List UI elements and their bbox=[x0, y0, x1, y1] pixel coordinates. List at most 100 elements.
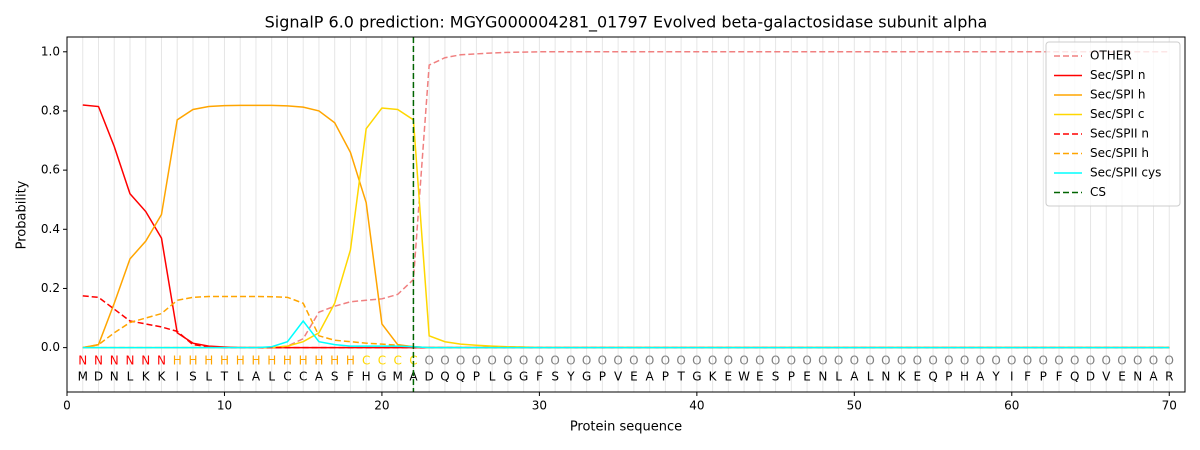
region-label: O bbox=[519, 354, 528, 368]
residue: Q bbox=[928, 370, 937, 384]
region-label: C bbox=[362, 354, 370, 368]
x-tick-label: 10 bbox=[217, 399, 232, 413]
residue: N bbox=[1133, 370, 1142, 384]
region-label: O bbox=[739, 354, 748, 368]
residue: I bbox=[175, 370, 179, 384]
region-label: O bbox=[487, 354, 496, 368]
x-tick-label: 20 bbox=[374, 399, 389, 413]
residue: L bbox=[268, 370, 275, 384]
y-axis-label: Probability bbox=[15, 180, 30, 249]
region-label: O bbox=[1054, 354, 1063, 368]
residue: K bbox=[158, 370, 167, 384]
residue: N bbox=[818, 370, 827, 384]
residue: D bbox=[425, 370, 434, 384]
residue: A bbox=[646, 370, 655, 384]
region-label: O bbox=[566, 354, 575, 368]
residue: Y bbox=[566, 370, 575, 384]
region-label: O bbox=[629, 354, 638, 368]
y-tick-label: 1.0 bbox=[41, 44, 60, 58]
residue: A bbox=[409, 370, 418, 384]
residue: L bbox=[205, 370, 212, 384]
series-line bbox=[82, 295, 1170, 349]
residue: E bbox=[914, 370, 922, 384]
plot-frame bbox=[66, 36, 1186, 393]
region-label: O bbox=[661, 354, 670, 368]
x-tick-label: 50 bbox=[847, 399, 862, 413]
region-label: O bbox=[1117, 354, 1126, 368]
region-label: H bbox=[220, 354, 229, 368]
region-label: O bbox=[881, 354, 890, 368]
x-tick-label: 40 bbox=[689, 399, 704, 413]
region-label: N bbox=[141, 354, 150, 368]
region-label: O bbox=[724, 354, 733, 368]
region-label: O bbox=[897, 354, 906, 368]
residue: G bbox=[519, 370, 528, 384]
residue: F bbox=[536, 370, 543, 384]
residue: A bbox=[252, 370, 261, 384]
series-line bbox=[82, 295, 1170, 349]
residue: D bbox=[1086, 370, 1095, 384]
residue: R bbox=[1165, 370, 1173, 384]
series-line bbox=[82, 319, 1170, 349]
region-label: O bbox=[850, 354, 859, 368]
region-label: O bbox=[472, 354, 481, 368]
x-tick-label: 30 bbox=[532, 399, 547, 413]
residue: C bbox=[299, 370, 307, 384]
residue: F bbox=[1024, 370, 1031, 384]
residue: G bbox=[377, 370, 386, 384]
region-label: H bbox=[267, 354, 276, 368]
series-line bbox=[82, 104, 1170, 349]
region-label: H bbox=[346, 354, 355, 368]
residue: V bbox=[614, 370, 623, 384]
residue: Q bbox=[440, 370, 449, 384]
region-label: O bbox=[1070, 354, 1079, 368]
region-label: O bbox=[1149, 354, 1158, 368]
region-label: H bbox=[236, 354, 245, 368]
region-label: C bbox=[409, 354, 417, 368]
residue: H bbox=[960, 370, 969, 384]
residue: P bbox=[599, 370, 606, 384]
residue: L bbox=[835, 370, 842, 384]
region-label: O bbox=[1039, 354, 1048, 368]
region-label: O bbox=[613, 354, 622, 368]
chart-title: SignalP 6.0 prediction: MGYG000004281_01… bbox=[265, 13, 988, 33]
region-label: O bbox=[834, 354, 843, 368]
region-label: O bbox=[1165, 354, 1174, 368]
residue: G bbox=[503, 370, 512, 384]
region-label: O bbox=[582, 354, 591, 368]
region-label: O bbox=[802, 354, 811, 368]
residue: L bbox=[489, 370, 496, 384]
residue: E bbox=[803, 370, 811, 384]
legend-label: Sec/SPII cys bbox=[1090, 166, 1161, 180]
residue: C bbox=[283, 370, 291, 384]
residue: P bbox=[945, 370, 952, 384]
region-label: H bbox=[299, 354, 308, 368]
region-label: O bbox=[991, 354, 1000, 368]
residue: A bbox=[850, 370, 859, 384]
region-label: O bbox=[676, 354, 685, 368]
residue: P bbox=[662, 370, 669, 384]
region-label: O bbox=[1007, 354, 1016, 368]
residue: A bbox=[315, 370, 324, 384]
region-label: O bbox=[755, 354, 764, 368]
x-tick-label: 0 bbox=[63, 399, 71, 413]
residue: S bbox=[189, 370, 197, 384]
residue: E bbox=[630, 370, 638, 384]
region-label: H bbox=[251, 354, 260, 368]
residue: H bbox=[362, 370, 371, 384]
region-label: H bbox=[314, 354, 323, 368]
residue: N bbox=[881, 370, 890, 384]
region-label: H bbox=[283, 354, 292, 368]
region-label: O bbox=[456, 354, 465, 368]
region-label: O bbox=[771, 354, 780, 368]
region-label: O bbox=[645, 354, 654, 368]
region-label: O bbox=[913, 354, 922, 368]
residue: E bbox=[725, 370, 733, 384]
region-label: N bbox=[78, 354, 87, 368]
region-label: H bbox=[204, 354, 213, 368]
region-label: O bbox=[550, 354, 559, 368]
region-label: O bbox=[1102, 354, 1111, 368]
residue: Q bbox=[456, 370, 465, 384]
legend-label: CS bbox=[1090, 185, 1106, 199]
